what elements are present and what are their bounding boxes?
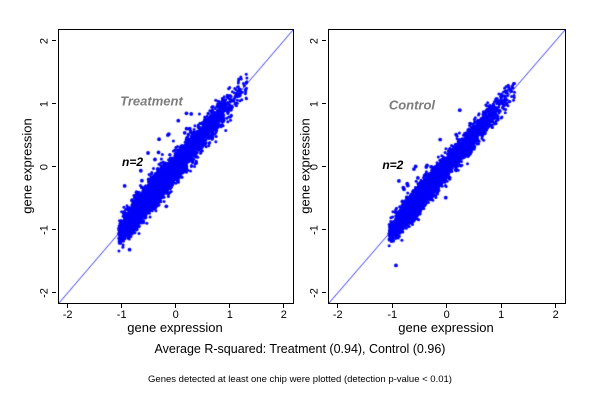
y-tick-label: -1 [38, 224, 51, 235]
caption-r-squared: Average R-squared: Treatment (0.94), Con… [154, 342, 446, 356]
y-tick [322, 40, 326, 42]
y-tick [322, 103, 326, 105]
y-tick [52, 229, 56, 231]
x-tick [337, 304, 339, 308]
x-tick [121, 304, 123, 308]
n-annotation: n=2 [122, 155, 144, 170]
x-tick-label: -2 [332, 309, 343, 321]
y-tick [322, 292, 326, 294]
y-tick-label: 1 [308, 100, 321, 107]
y-tick-label: -2 [38, 288, 51, 298]
x-tick-label: 1 [498, 309, 505, 321]
y-tick [322, 229, 326, 231]
y-tick-label: 0 [38, 163, 51, 170]
y-tick [52, 40, 56, 42]
y-tick-label: -1 [308, 224, 321, 235]
scatter-panel-treatment: -2 -1 0 1 2 -2 -1 0 1 2 gene expression gene expres… [20, 29, 294, 334]
x-tick [283, 304, 285, 308]
x-tick [555, 304, 557, 308]
scatter-canvas-treatment [58, 29, 294, 304]
y-tick-label: 2 [38, 37, 51, 44]
x-tick-label: -2 [62, 309, 73, 321]
x-tick-label: 2 [552, 309, 559, 321]
n-annotation: n=2 [382, 157, 404, 172]
x-tick [391, 304, 393, 308]
caption-note: Genes detected at least one chip were pl… [148, 374, 452, 385]
y-tick-label: 1 [38, 100, 51, 107]
panel-label-treatment: Treatment [120, 93, 183, 109]
y-tick [322, 166, 326, 168]
x-tick-label: -1 [116, 309, 127, 321]
x-tick-label: 0 [172, 309, 179, 321]
x-tick-label: 2 [280, 309, 287, 321]
y-tick-label: -2 [308, 288, 321, 298]
y-tick [52, 292, 56, 294]
x-tick [446, 304, 448, 308]
x-axis-title: gene expression [127, 320, 223, 335]
y-tick-label: 2 [308, 37, 321, 44]
scatter-canvas-control [328, 29, 566, 304]
x-tick-label: 1 [226, 309, 233, 321]
x-tick [229, 304, 231, 308]
y-axis-title: gene expression [297, 117, 313, 214]
x-tick [175, 304, 177, 308]
y-tick [52, 166, 56, 168]
scatter-panel-control: -2 -1 0 1 2 -2 -1 0 1 2 gene expression gene expres… [298, 29, 566, 334]
y-axis-title: gene expression [19, 117, 35, 214]
y-tick [52, 103, 56, 105]
panel-label-control: Control [388, 97, 436, 113]
x-tick [500, 304, 502, 308]
x-tick-label: -1 [387, 309, 398, 321]
x-tick [67, 304, 69, 308]
x-axis-title: gene expression [398, 320, 494, 335]
x-tick-label: 0 [443, 309, 450, 321]
